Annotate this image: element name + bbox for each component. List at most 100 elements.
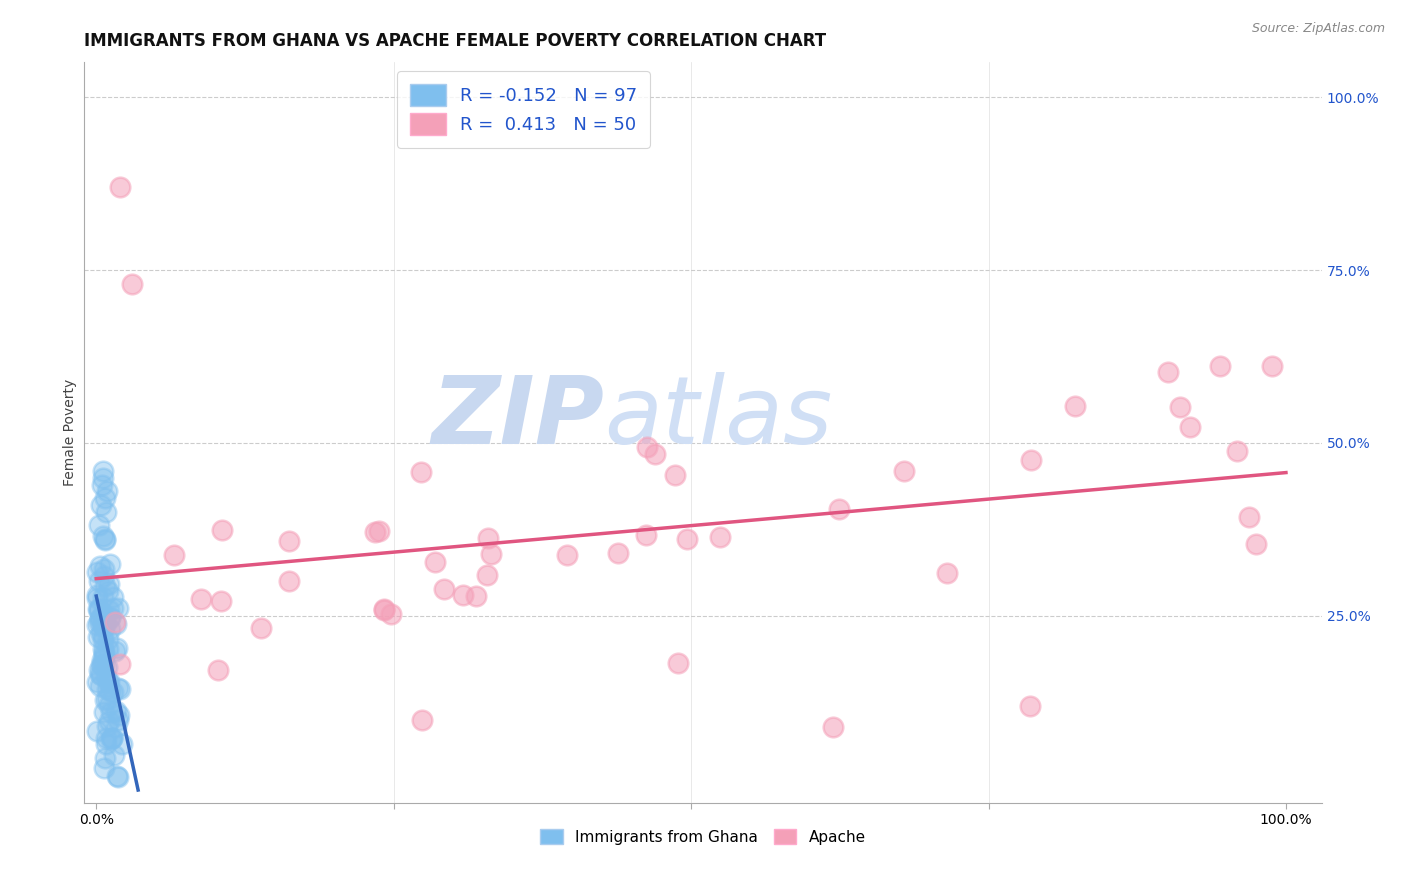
Point (96, 737, 118, 751)
Point (89, 663, 111, 677)
Point (893, 464, 915, 478)
Point (1261, 359, 1284, 373)
Point (91, 591, 114, 605)
Point (1168, 401, 1191, 415)
Text: IMMIGRANTS FROM GHANA VS APACHE FEMALE POVERTY CORRELATION CHART: IMMIGRANTS FROM GHANA VS APACHE FEMALE P… (84, 32, 827, 50)
Point (94, 616, 117, 631)
Point (676, 533, 699, 547)
Point (91, 477, 114, 491)
Point (103, 747, 125, 762)
Point (644, 447, 666, 461)
Point (89, 603, 111, 617)
Point (97, 642, 120, 657)
Point (105, 704, 128, 718)
Point (90, 617, 112, 632)
Point (96, 682, 118, 697)
Point (93, 620, 115, 634)
Legend: Immigrants from Ghana, Apache: Immigrants from Ghana, Apache (534, 822, 872, 851)
Point (94, 731, 117, 745)
Point (209, 594, 232, 608)
Point (93, 569, 115, 583)
Point (90, 498, 112, 512)
Point (105, 720, 128, 734)
Point (96, 660, 118, 674)
Point (368, 524, 391, 538)
Point (98, 622, 121, 636)
Point (364, 524, 387, 539)
Point (105, 641, 128, 656)
Point (91, 653, 114, 667)
Point (87, 615, 110, 629)
Point (475, 568, 498, 582)
Point (1157, 365, 1180, 379)
Point (249, 621, 271, 635)
Point (207, 663, 229, 677)
Point (479, 548, 502, 562)
Point (93, 615, 115, 630)
Point (94, 751, 117, 765)
Point (107, 600, 129, 615)
Point (97, 632, 120, 646)
Point (89, 679, 111, 693)
Point (108, 657, 131, 671)
Point (821, 720, 844, 734)
Point (94, 670, 117, 684)
Point (100, 731, 122, 746)
Point (709, 530, 731, 544)
Point (94, 579, 117, 593)
Point (373, 603, 395, 617)
Point (373, 602, 395, 616)
Point (100, 731, 122, 745)
Y-axis label: Female Poverty: Female Poverty (63, 379, 77, 486)
Point (86, 674, 108, 689)
Point (828, 502, 851, 516)
Point (1209, 359, 1232, 374)
Point (90, 625, 112, 640)
Point (93, 470, 115, 484)
Point (86, 618, 108, 632)
Point (103, 590, 125, 604)
Point (91, 629, 114, 643)
Point (93, 632, 115, 647)
Point (121, 277, 143, 291)
Point (477, 531, 499, 545)
Point (101, 684, 124, 698)
Point (634, 527, 657, 541)
Point (90, 667, 112, 681)
Point (89, 612, 111, 626)
Point (278, 533, 301, 548)
Point (93, 562, 115, 576)
Point (380, 607, 402, 621)
Point (557, 548, 579, 562)
Point (105, 769, 128, 783)
Point (278, 574, 301, 589)
Point (91, 642, 114, 657)
Point (91, 658, 114, 673)
Text: Source: ZipAtlas.com: Source: ZipAtlas.com (1251, 22, 1385, 36)
Point (97, 603, 120, 617)
Point (87, 602, 110, 616)
Point (1063, 399, 1085, 413)
Point (107, 770, 129, 784)
Point (93, 648, 115, 662)
Point (94, 693, 117, 707)
Point (98, 610, 121, 624)
Point (86, 591, 108, 606)
Point (211, 524, 233, 538)
Point (96, 692, 118, 706)
Point (97, 714, 120, 728)
Point (104, 644, 127, 658)
Point (94, 505, 117, 519)
Point (100, 611, 122, 625)
Point (90, 658, 112, 673)
Point (98, 683, 121, 698)
Point (606, 546, 628, 560)
Point (110, 681, 132, 696)
Point (664, 468, 686, 483)
Point (96, 484, 118, 499)
Point (89, 611, 111, 625)
Point (451, 588, 474, 602)
Point (89, 574, 111, 588)
Point (86, 588, 108, 602)
Point (86, 724, 108, 739)
